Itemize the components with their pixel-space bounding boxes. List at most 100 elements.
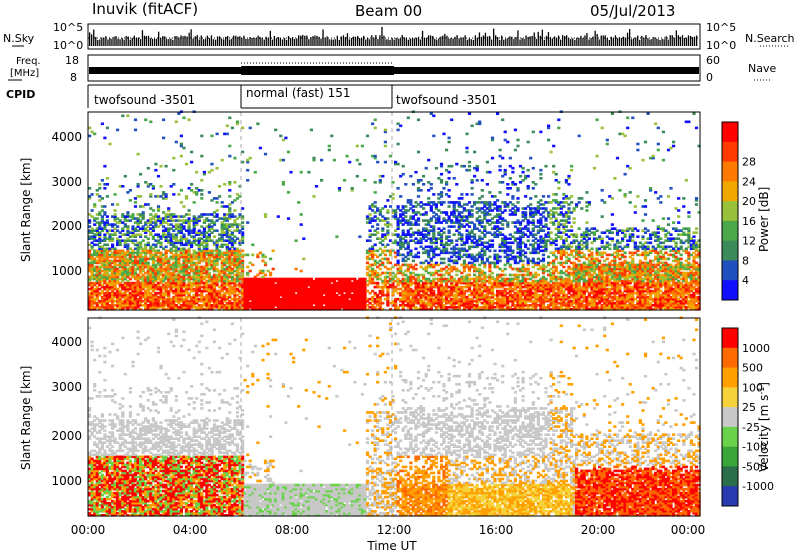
heatmap-cell [188, 119, 191, 122]
heatmap-cell [442, 262, 445, 265]
heatmap-cell [103, 187, 106, 190]
noise-bar [406, 38, 407, 46]
heatmap-cell [381, 302, 384, 305]
heatmap-cell [129, 189, 132, 192]
noise-bar [572, 38, 573, 46]
noise-bar [124, 40, 125, 46]
heatmap-cell [471, 179, 474, 182]
noise-bar [304, 36, 305, 46]
heatmap-cell [448, 235, 451, 238]
heatmap-cell [468, 161, 471, 164]
heatmap-cell [402, 173, 405, 176]
noise-bar [223, 39, 224, 46]
noise-bar [523, 39, 524, 46]
heatmap-cell [236, 121, 239, 124]
heatmap-cell [142, 239, 145, 242]
noise-bar [245, 39, 246, 46]
heatmap-cell [213, 235, 216, 238]
heatmap-cell [432, 193, 435, 196]
heatmap-cell [282, 159, 285, 162]
noise-bar [546, 36, 547, 46]
heatmap-cell [116, 203, 119, 206]
heatmap-cell [121, 185, 124, 188]
noise-bar [491, 40, 492, 47]
noise-left-tick-top: 10^5 [53, 21, 83, 34]
heatmap-cell [223, 183, 226, 186]
noise-bar [434, 39, 435, 46]
heatmap-cell [190, 161, 193, 164]
heatmap-cell [188, 213, 191, 216]
heatmap-cell [414, 268, 417, 271]
noise-bar [633, 39, 634, 47]
heatmap-cell [91, 209, 94, 212]
heatmap-cell [297, 201, 300, 204]
heatmap-cell [165, 193, 168, 196]
noise-bar [150, 38, 151, 46]
noise-bar [308, 39, 309, 46]
heatmap-cell [460, 193, 463, 196]
heatmap-cell [384, 254, 387, 257]
heatmap-cell [300, 171, 303, 174]
heatmap-cell [369, 229, 372, 232]
heatmap-cell [200, 179, 203, 182]
noise-bar [509, 36, 510, 46]
noise-bar [296, 38, 297, 46]
noise-bar [239, 36, 240, 46]
heatmap-cell [376, 227, 379, 230]
heatmap-cell [432, 135, 435, 138]
noise-bar [499, 40, 500, 46]
heatmap-cell [310, 129, 313, 132]
heatmap-cell [126, 211, 129, 214]
heatmap-cell [300, 270, 303, 273]
noise-bar [463, 37, 464, 46]
heatmap-cell [162, 137, 165, 140]
noise-bar [229, 40, 230, 47]
heatmap-cell [404, 183, 407, 186]
noise-bar [446, 36, 447, 46]
heatmap-cell [471, 213, 474, 216]
noise-bar [158, 32, 159, 46]
heatmap-cell [231, 127, 234, 130]
noise-bar [272, 40, 273, 46]
heatmap-cell [442, 258, 445, 261]
heatmap-cell [172, 157, 175, 160]
noise-bar [637, 36, 638, 46]
noise-bar [136, 38, 137, 46]
heatmap-cell [397, 129, 400, 132]
heatmap-cell [335, 235, 338, 238]
heatmap-cell [114, 193, 117, 196]
heatmap-cell [300, 223, 303, 226]
heatmap-cell [302, 258, 305, 261]
noise-bar [662, 39, 663, 46]
heatmap-cell [134, 205, 137, 208]
heatmap-cell [389, 205, 392, 208]
heatmap-cell [455, 163, 458, 166]
heatmap-cell [346, 155, 349, 158]
heatmap-cell [386, 199, 389, 202]
noise-bar [625, 38, 626, 46]
noise-bar [696, 36, 697, 47]
heatmap-cell [93, 203, 96, 206]
noise-bar [119, 39, 120, 46]
heatmap-cell [328, 145, 331, 148]
heatmap-cell [386, 217, 389, 220]
freq-band [89, 63, 699, 75]
noise-bar [590, 38, 591, 46]
heatmap-cell [463, 165, 466, 168]
noise-bar [503, 40, 504, 46]
noise-bar [505, 39, 506, 46]
noise-bar [152, 39, 153, 46]
heatmap-cell [417, 256, 420, 259]
heatmap-cell [210, 163, 213, 166]
heatmap-cell [218, 195, 221, 198]
noise-bar [643, 38, 644, 46]
heatmap-cell [249, 157, 252, 160]
heatmap-cell [338, 187, 341, 190]
heatmap-cell [216, 201, 219, 204]
heatmap-cell [210, 135, 213, 138]
heatmap-cell [409, 250, 412, 253]
noise-bar [582, 38, 583, 46]
heatmap-cell [106, 219, 109, 222]
heatmap-cell [330, 135, 333, 138]
